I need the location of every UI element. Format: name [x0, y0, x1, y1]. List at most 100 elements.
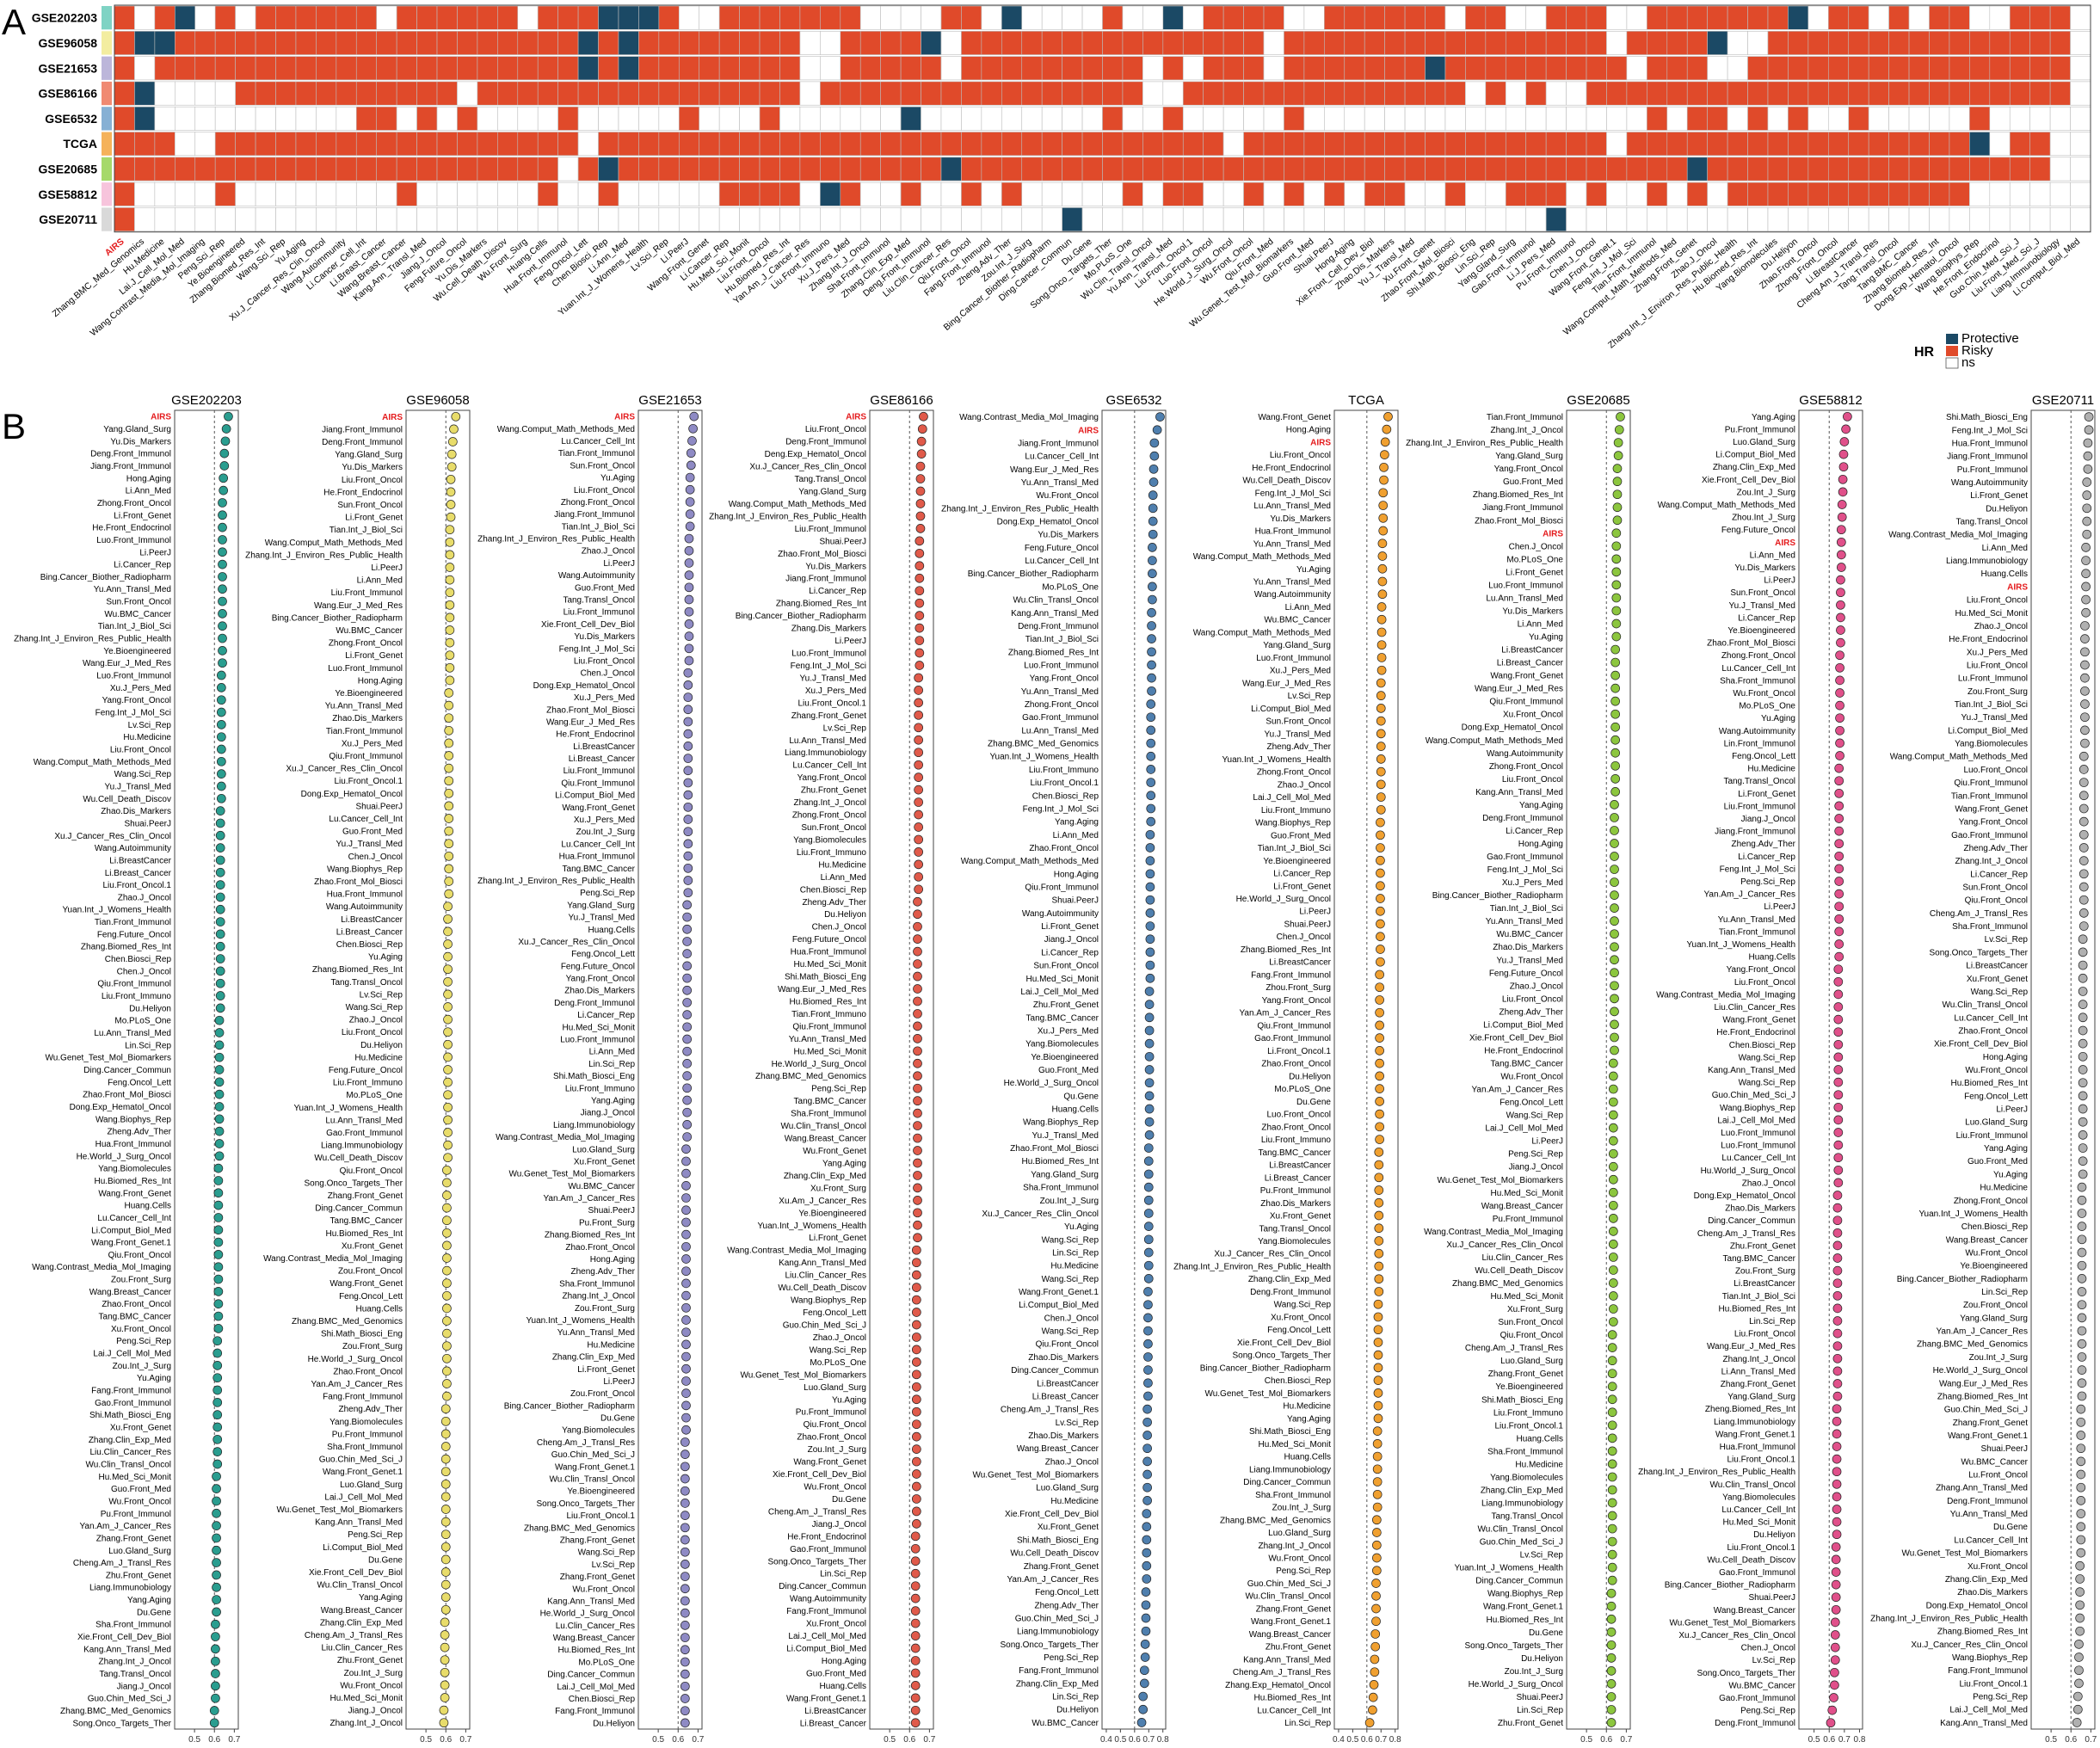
heatmap-cell [235, 106, 256, 131]
forest-model-label: Feng.Int_J_Mol_Sci [1720, 865, 1795, 874]
forest-point [211, 1693, 220, 1703]
heatmap-cell [1868, 157, 1889, 182]
forest-point [683, 851, 693, 861]
heatmap-cell [577, 56, 599, 81]
heatmap-cell [396, 132, 417, 157]
forest-model-label: Yang.Aging [591, 1096, 635, 1105]
forest-model-label: Liang.Immunobiology [89, 1584, 171, 1593]
forest-model-label: Yang.Biomolecules [1722, 1493, 1795, 1502]
forest-point [213, 1225, 224, 1235]
heatmap-cell [577, 157, 599, 182]
forest-point [1831, 1567, 1841, 1577]
forest-point [1376, 906, 1385, 916]
heatmap-cell [638, 207, 660, 231]
forest-point [1835, 688, 1844, 698]
forest-x-tick-label: 0.7 [1620, 1735, 1632, 1745]
forest-point [1376, 945, 1385, 954]
forest-point [683, 876, 693, 885]
forest-point [1610, 1019, 1619, 1030]
heatmap-cell [194, 182, 216, 206]
heatmap-cell [517, 30, 539, 55]
forest-model-label: Zou.Front_Oncol [570, 1389, 635, 1399]
heatmap-cell [1303, 182, 1325, 206]
forest-model-label: Zhu.Front_Genet [1266, 1643, 1331, 1653]
forest-point [444, 814, 454, 823]
forest-model-label: Jiang.Front_Immunol [1018, 439, 1099, 448]
forest-point [1145, 895, 1155, 905]
forest-model-label: Wu.Clin_Transl_Oncol [1943, 1000, 2028, 1010]
forest-point [683, 729, 693, 739]
forest-model-label: Yu.J_Transl_Med [1961, 713, 2028, 723]
heatmap-cell [1626, 132, 1647, 157]
forest-point [1610, 722, 1621, 732]
forest-model-label: Luo.Front_Immunol [1024, 661, 1099, 670]
forest-model-label: Zhang.Biomed_Res_Int [312, 965, 403, 975]
forest-point [1833, 1065, 1844, 1074]
forest-model-label: Luo.Front_Immunol [96, 536, 171, 545]
heatmap-cell [1444, 132, 1466, 157]
forest-model-label: Yu.Ann_Transl_Med [557, 1328, 635, 1338]
forest-point [1375, 1084, 1384, 1093]
forest-point [1376, 678, 1386, 688]
forest-model-label: Feng.Int_J_Mol_Sci [1023, 804, 1099, 814]
heatmap-cell [1102, 56, 1124, 81]
forest-point [1610, 994, 1619, 1004]
forest-point [1142, 1496, 1152, 1505]
heatmap-cell [1505, 157, 1527, 182]
heatmap-cell [1364, 56, 1385, 81]
heatmap-cell [618, 56, 639, 81]
heatmap-cell [1284, 132, 1305, 157]
forest-point [1376, 665, 1387, 675]
forest-model-label: Wang.Breast_Cancer [321, 1606, 403, 1616]
forest-point [1146, 778, 1156, 787]
forest-model-label: Huang.Cells [1052, 1105, 1099, 1115]
forest-point [216, 793, 226, 803]
heatmap-cell [961, 207, 982, 231]
heatmap-cell [1807, 132, 1829, 157]
forest-point [440, 1693, 450, 1702]
heatmap-cell [316, 132, 337, 157]
forest-model-label: Chen.J_Oncol [348, 852, 403, 862]
forest-model-label: Wang.Contrast_Media_Mol_Imaging [32, 1263, 171, 1272]
heatmap-cell [396, 30, 417, 55]
forest-point [1143, 1326, 1153, 1336]
forest-point [443, 1052, 453, 1062]
forest-model-label: Zhao.Dis_Markers [1957, 1588, 2028, 1597]
forest-model-label: Zhao.Front_Oncol [333, 1367, 403, 1376]
heatmap-cell [1263, 81, 1284, 106]
forest-model-label: Shuai.PeerJ [1284, 920, 1331, 929]
forest-point [1140, 1653, 1150, 1662]
forest-point [1376, 704, 1386, 713]
heatmap-cell [336, 5, 357, 30]
forest-model-label: Liu.Front_Immuno [102, 992, 172, 1001]
forest-point [442, 1216, 452, 1226]
heatmap-cell [859, 157, 881, 182]
forest-model-label: Xu.J_Pers_Med [574, 693, 635, 703]
forest-model-label: Zhao.J_Oncol [1045, 1457, 1099, 1467]
forest-x-tick-label: 0.5 [2045, 1735, 2057, 1745]
forest-model-label: Xu.J_Cancer_Res_Clin_Oncol [1446, 1240, 1563, 1250]
heatmap-cell [1344, 132, 1365, 157]
heatmap-cell [779, 30, 801, 55]
heatmap-cell [1142, 5, 1164, 30]
forest-model-label: Feng.Oncol_Lett [339, 1292, 403, 1302]
heatmap-cell [1364, 207, 1385, 231]
forest-model-label: Lin.Sci_Rep [1981, 1288, 2028, 1297]
forest-point [218, 633, 227, 643]
forest-point [1145, 934, 1155, 945]
forest-point [1830, 1680, 1839, 1690]
forest-point [1832, 1492, 1842, 1502]
forest-point [682, 998, 693, 1007]
forest-model-label: Liu.Front_Oncol.1 [1727, 1456, 1796, 1465]
forest-point [1616, 412, 1625, 422]
forest-point [1375, 1122, 1384, 1132]
heatmap-cell [820, 5, 841, 30]
forest-point [681, 1229, 691, 1240]
forest-point [2078, 1117, 2088, 1127]
forest-point [915, 499, 926, 508]
forest-model-label: Xu.Front_Oncol [1271, 1313, 1331, 1322]
forest-point [911, 1320, 921, 1330]
forest-point [213, 1237, 224, 1247]
heatmap-border [114, 4, 2091, 233]
forest-model-label: Zou.Front_Surg [1968, 687, 2028, 697]
